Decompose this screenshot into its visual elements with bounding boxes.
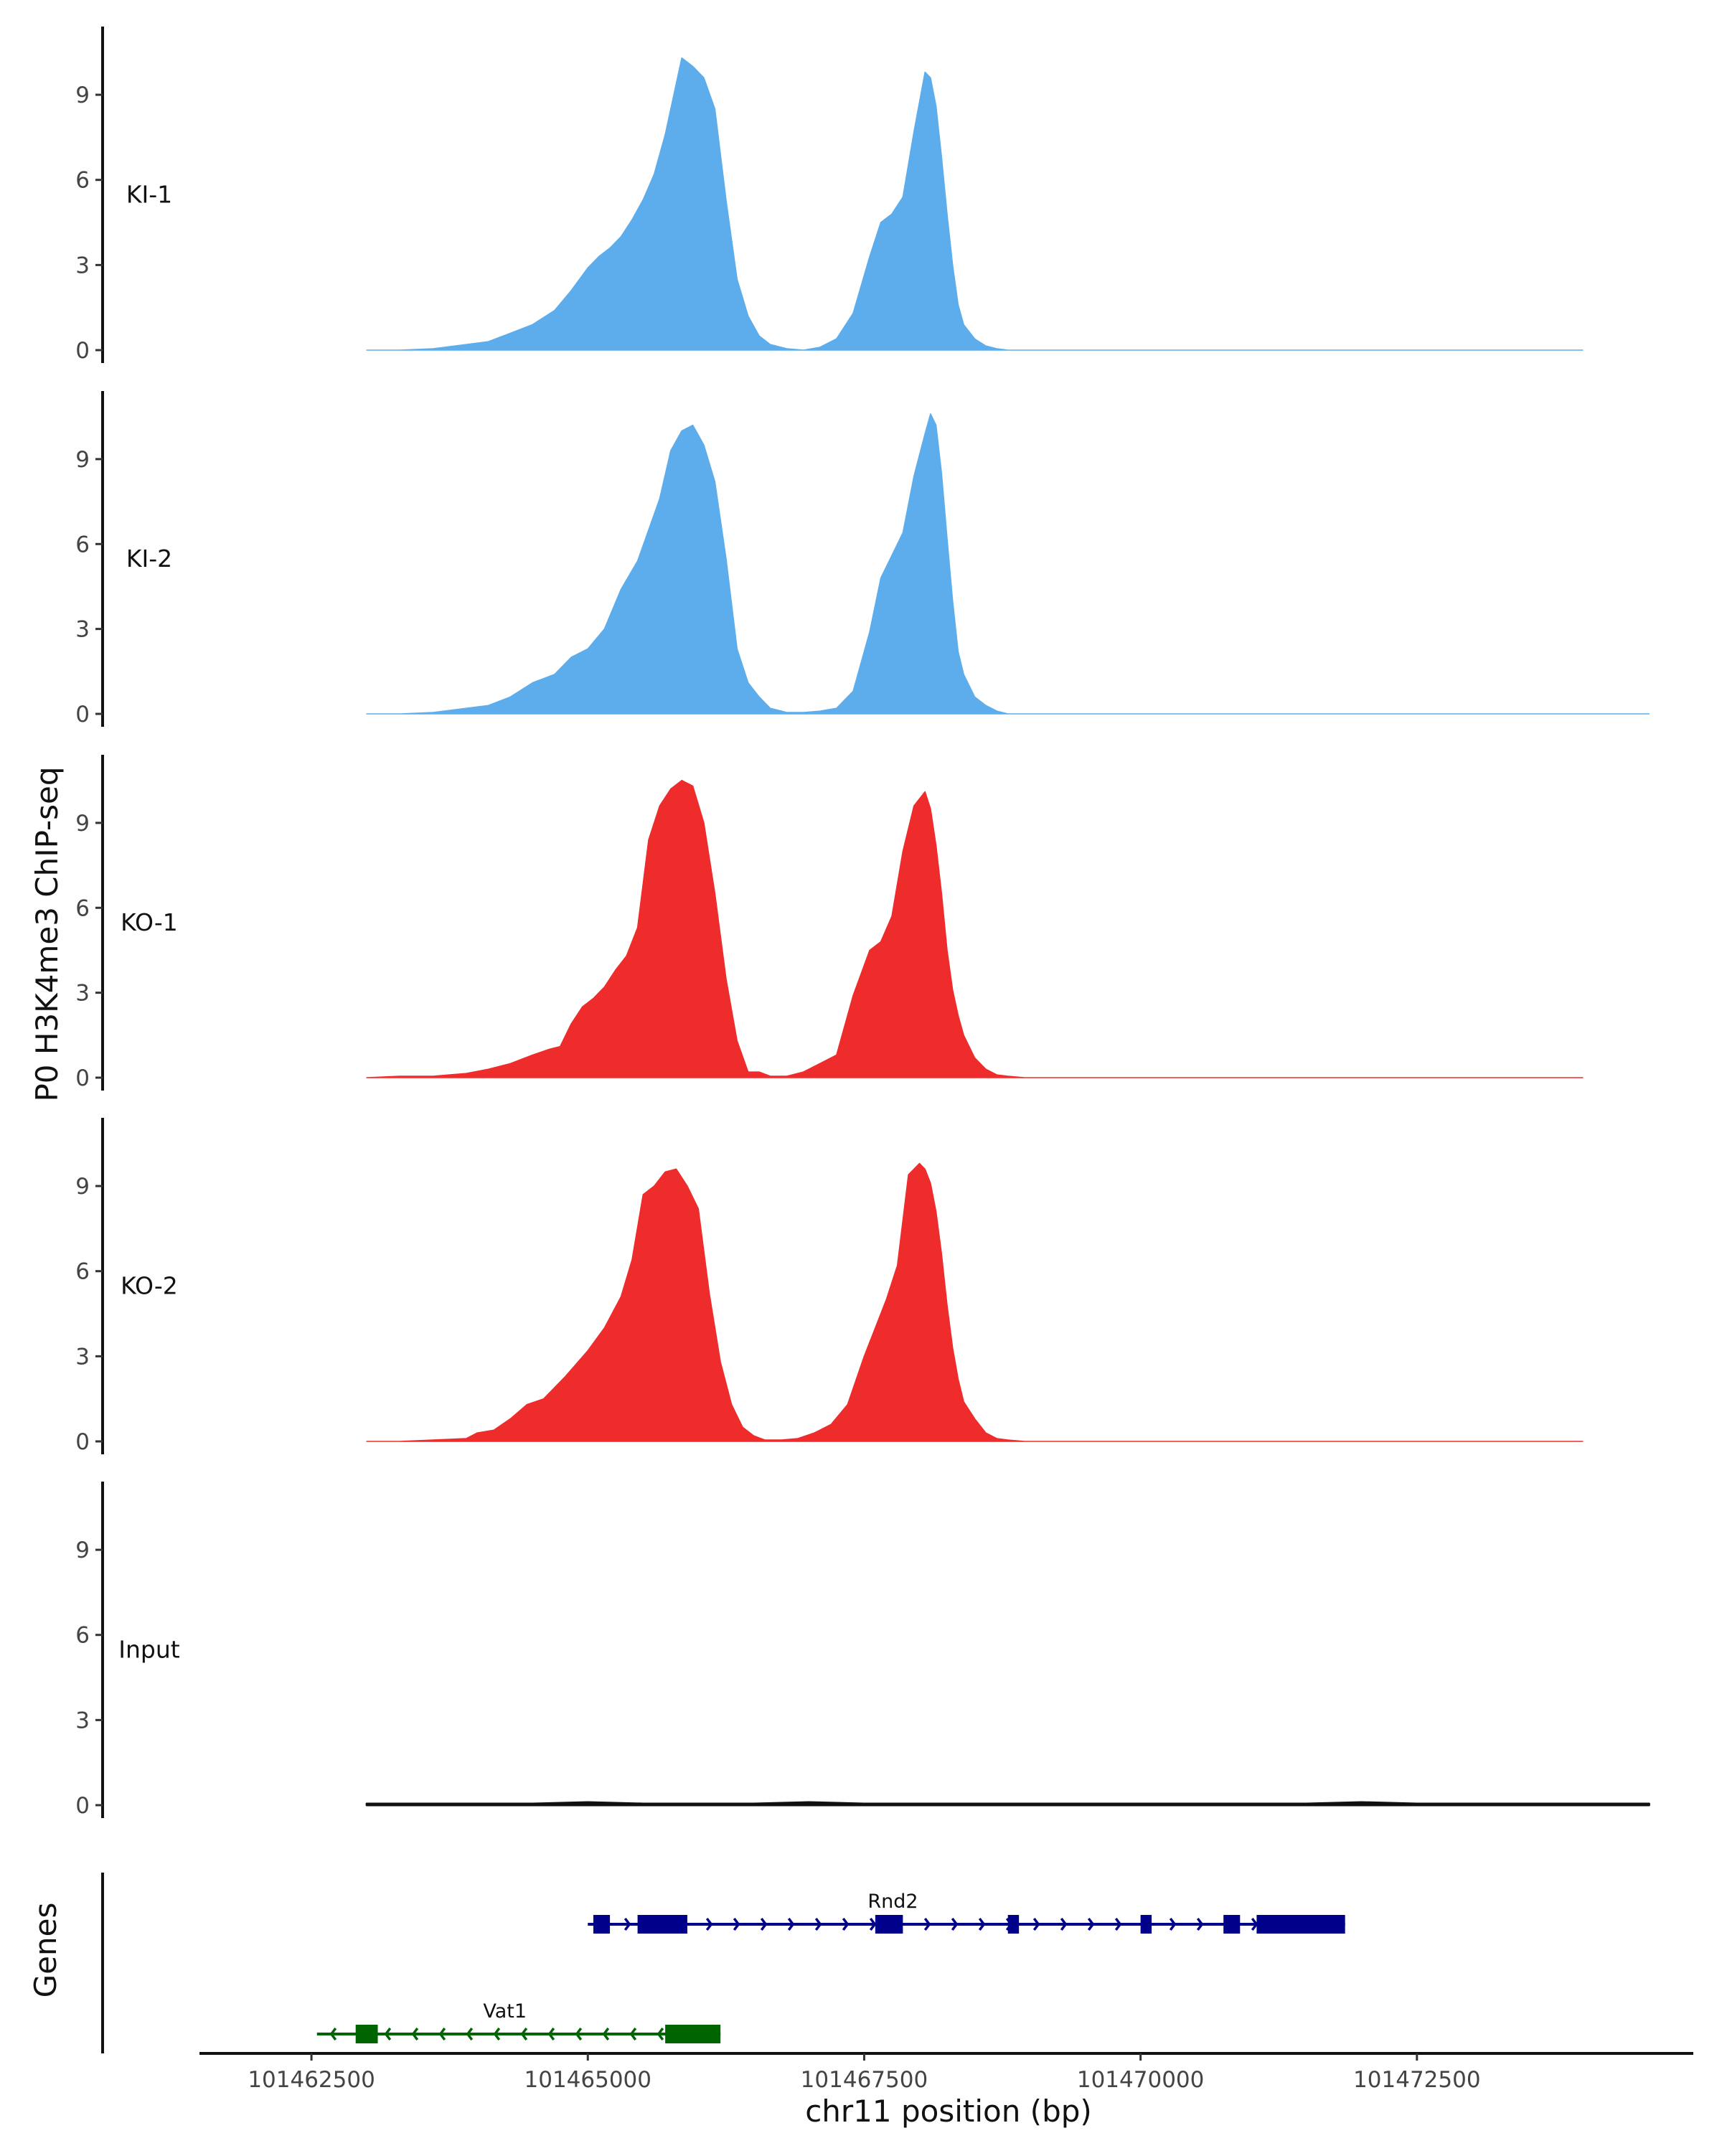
track-ko-1: 0 3 6 9 KO-1 [75, 755, 1584, 1091]
strand-arrow [842, 1917, 850, 1931]
track-ko-2: 0 3 6 9 KO-2 [75, 1118, 1584, 1455]
x-axis-title: chr11 position (bp) [805, 2094, 1092, 2129]
signal-area [366, 779, 1584, 1078]
gene-exon [665, 2025, 721, 2043]
x-axis: 101462500 101465000 101467500 101470000 1014… [199, 2052, 1693, 2093]
track-ki-1: 0 3 6 9 KI-1 [75, 27, 1584, 364]
track-label: KI-1 [126, 181, 172, 209]
track-label: KO-1 [121, 908, 178, 936]
track-ki-2: 0 3 6 9 KI-2 [75, 391, 1650, 728]
strand-arrow [602, 2027, 610, 2041]
genes-track-title: Genes [28, 1903, 63, 1998]
strand-arrow [1169, 1917, 1177, 1931]
track-label: KI-2 [126, 545, 172, 573]
strand-arrow [575, 2027, 583, 2041]
gene-exon [593, 1915, 611, 1934]
strand-arrow [629, 2027, 637, 2041]
gene-exon [875, 1915, 903, 1934]
track-label: Input [118, 1636, 180, 1664]
y-tick-label: 9 [75, 447, 90, 473]
strand-arrow [624, 1917, 631, 1931]
y-tick-label: 6 [75, 895, 90, 921]
strand-arrow [1032, 1917, 1040, 1931]
strand-arrow [411, 2027, 419, 2041]
y-tick-label: 6 [75, 1623, 90, 1649]
strand-arrow [1196, 1917, 1204, 1931]
y-tick-label: 3 [75, 617, 90, 643]
strand-arrow [520, 2027, 528, 2041]
gene-exon [1140, 1915, 1152, 1934]
gene-vat1: Vat1 [316, 2000, 721, 2043]
x-tick-label: 101462500 [248, 2067, 375, 2093]
strand-arrow [951, 1917, 959, 1931]
gene-name-label: Vat1 [483, 2000, 527, 2023]
signal-area [366, 413, 1650, 715]
strand-arrow [384, 2027, 392, 2041]
strand-arrow [923, 1917, 931, 1931]
gene-name-label: Rnd2 [867, 1891, 918, 1913]
x-tick-label: 101470000 [1077, 2067, 1205, 2093]
tracks-layer: 0 3 6 9 KI-1 0 3 6 9 KI-2 0 3 6 9 KO-1 0 3 6 9 KO-2 0 3 6 9 Inpu… [75, 27, 1650, 1819]
x-tick-label: 101467500 [801, 2067, 928, 2093]
strand-arrow [869, 1917, 877, 1931]
strand-arrow [493, 2027, 501, 2041]
gene-exon [1007, 1915, 1020, 1934]
signal-area [366, 57, 1584, 351]
y-tick-label: 0 [75, 1429, 90, 1455]
strand-arrow [733, 1917, 740, 1931]
strand-arrow [814, 1917, 822, 1931]
strand-arrow [1087, 1917, 1095, 1931]
y-tick-label: 9 [75, 83, 90, 108]
signal-area [366, 1162, 1584, 1442]
signal-area [365, 1801, 1650, 1807]
strand-arrow [1251, 1917, 1258, 1931]
y-tick-label: 3 [75, 1344, 90, 1370]
y-tick-label: 9 [75, 811, 90, 837]
y-tick-label: 3 [75, 1708, 90, 1733]
y-tick-label: 0 [75, 1065, 90, 1091]
strand-arrow [760, 1917, 768, 1931]
y-tick-label: 0 [75, 338, 90, 364]
y-tick-label: 9 [75, 1538, 90, 1563]
y-axis-title: P0 H3K4me3 ChIP-seq [29, 766, 65, 1101]
y-tick-label: 0 [75, 702, 90, 728]
y-tick-label: 6 [75, 532, 90, 557]
gene-rnd2: Rnd2 [588, 1891, 1345, 1934]
gene-exon [355, 2025, 378, 2043]
strand-arrow [466, 2027, 474, 2041]
gene-exon [637, 1915, 687, 1934]
y-tick-label: 6 [75, 1259, 90, 1285]
strand-arrow [1114, 1917, 1122, 1931]
strand-arrow [547, 2027, 555, 2041]
strand-arrow [978, 1917, 986, 1931]
gene-exon [1256, 1915, 1345, 1934]
strand-arrow [438, 2027, 446, 2041]
track-input: 0 3 6 9 Input [75, 1482, 1650, 1819]
genes-layer: Rnd2 Vat1 [101, 1873, 1345, 2053]
x-tick-label: 101465000 [524, 2067, 652, 2093]
y-tick-label: 0 [75, 1793, 90, 1819]
gene-exon [1223, 1915, 1241, 1934]
strand-arrow [705, 1917, 713, 1931]
strand-arrow [787, 1917, 795, 1931]
track-label: KO-2 [121, 1272, 178, 1300]
y-tick-label: 6 [75, 168, 90, 194]
strand-arrow [329, 2027, 337, 2041]
y-tick-label: 3 [75, 981, 90, 1007]
y-tick-label: 9 [75, 1174, 90, 1200]
strand-arrow [1060, 1917, 1068, 1931]
x-tick-label: 101472500 [1353, 2067, 1481, 2093]
strand-arrow [657, 2027, 664, 2041]
y-tick-label: 3 [75, 253, 90, 278]
